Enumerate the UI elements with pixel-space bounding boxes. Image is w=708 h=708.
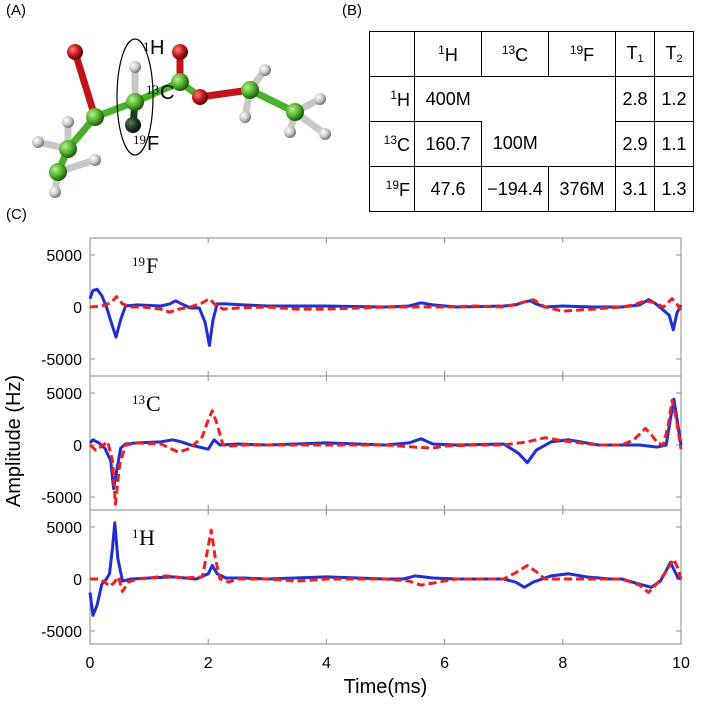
- panel-nucleus-label: C: [146, 391, 161, 416]
- carbon-atom: [171, 73, 189, 91]
- label-f: F: [147, 133, 159, 155]
- table-row: 19F 47.6 −194.4 376M 3.1 1.3: [369, 166, 694, 212]
- col-header-c: 13C: [481, 31, 549, 77]
- carbon-atom: [59, 140, 77, 158]
- y-tick-label: 0: [73, 438, 82, 455]
- molecule-model: 1 H 13 C 19 F: [32, 37, 331, 198]
- blue-series-line: [88, 287, 683, 347]
- fluorine-atom: [125, 117, 141, 133]
- table-cell: 160.7: [414, 121, 482, 167]
- carbon-atom: [86, 108, 104, 126]
- y-tick-label: -5000: [41, 624, 82, 641]
- table-cell: 1.2: [654, 76, 694, 122]
- row-header-c: 13C: [369, 121, 415, 167]
- y-tick-label: 0: [73, 572, 82, 589]
- col-header-h: 1H: [414, 31, 482, 77]
- red-series-line: [90, 528, 683, 594]
- red-series-line: [89, 398, 683, 506]
- y-tick-label: 5000: [46, 520, 82, 537]
- hydrogen-atom: [284, 126, 296, 138]
- panel-nucleus-sup: 13: [132, 392, 145, 407]
- panel-nucleus-sup: 1: [132, 526, 139, 541]
- carbon-atom: [241, 81, 259, 99]
- col-header-t2: T2: [654, 31, 694, 77]
- label-h-sup: 1: [143, 39, 150, 54]
- red-series-line: [89, 295, 683, 314]
- col-header-f: 19F: [548, 31, 616, 77]
- table-cell: 2.9: [615, 121, 655, 167]
- hydrogen-atom: [239, 111, 251, 123]
- panel-label-a: (A): [6, 2, 26, 19]
- oxygen-atom: [192, 89, 208, 105]
- oxygen-atom: [172, 44, 188, 60]
- panel-label-b: (B): [342, 2, 362, 19]
- row-header-h: 1H: [369, 76, 415, 122]
- table-cell: 3.1: [615, 166, 655, 212]
- y-tick-label: 0: [73, 300, 82, 317]
- x-axis-title: Time(ms): [344, 676, 428, 698]
- table-cell: 376M: [548, 166, 616, 212]
- blue-series-line: [88, 521, 682, 617]
- hydrogen-atom: [32, 136, 44, 148]
- carbon-atom: [49, 163, 67, 181]
- table-cell: [481, 76, 549, 122]
- col-header-t1: T1: [615, 31, 655, 77]
- hydrogen-atom: [129, 61, 141, 73]
- table-corner-cell: [369, 31, 415, 77]
- y-tick-label: 5000: [46, 386, 82, 403]
- panel-label-c: (C): [6, 206, 27, 223]
- label-c-sup: 13: [146, 82, 159, 97]
- table-cell: −194.4: [481, 166, 549, 212]
- label-h: H: [150, 37, 164, 59]
- panel-nucleus-sup: 19: [132, 254, 145, 269]
- x-tick-label: 4: [322, 655, 331, 672]
- molecule-bonds: [34, 48, 329, 196]
- table-cell: [548, 76, 616, 122]
- oxygen-atom: [67, 44, 83, 60]
- table-cell: 100M: [481, 121, 549, 167]
- carbon-atom: [126, 93, 144, 111]
- molecule-labels: 1 H 13 C 19 F: [133, 37, 174, 155]
- hydrogen-atom: [259, 64, 271, 76]
- table-header-row: 1H 13C 19F T1 T2: [369, 31, 694, 77]
- panel-nucleus-label: H: [139, 525, 155, 550]
- table-cell: 1.3: [654, 166, 694, 212]
- y-axis-title: Amplitude (Hz): [3, 375, 25, 507]
- x-tick-label: 0: [86, 655, 95, 672]
- x-tick-label: 10: [672, 655, 690, 672]
- row-header-f: 19F: [369, 166, 415, 212]
- y-tick-label: -5000: [41, 490, 82, 507]
- hydrogen-atom: [319, 128, 331, 140]
- table-row: 13C 160.7 100M 2.9 1.1: [369, 121, 694, 167]
- hydrogen-atom: [314, 93, 326, 105]
- y-tick-label: -5000: [41, 352, 82, 369]
- hydrogen-atom: [89, 154, 101, 166]
- label-f-sup: 19: [133, 132, 146, 147]
- y-tick-label: 5000: [46, 248, 82, 265]
- panel-nucleus-label: F: [146, 253, 158, 278]
- table-cell: [548, 121, 616, 167]
- table-cell: 47.6: [414, 166, 482, 212]
- hydrogen-atom: [62, 116, 74, 128]
- table-row: 1H 400M 2.8 1.2: [369, 76, 694, 122]
- carbon-atom: [286, 103, 304, 121]
- x-tick-label: 2: [204, 655, 213, 672]
- parameter-table: 1H 13C 19F T1 T2 1H 400M 2.8 1.2 13C 160…: [369, 31, 694, 212]
- x-tick-label: 6: [440, 655, 449, 672]
- table-cell: 2.8: [615, 76, 655, 122]
- table-cell: 400M: [414, 76, 482, 122]
- highlight-ellipse: [116, 38, 154, 156]
- molecule-atoms: [32, 44, 331, 198]
- x-tick-label: 8: [558, 655, 567, 672]
- label-c: C: [160, 82, 174, 104]
- table-cell: 1.1: [654, 121, 694, 167]
- hydrogen-atom: [49, 186, 61, 198]
